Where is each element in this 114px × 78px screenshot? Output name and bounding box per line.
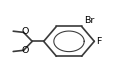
Text: Br: Br [83, 16, 93, 25]
Text: O: O [21, 27, 28, 37]
Text: F: F [96, 37, 101, 46]
Text: O: O [21, 46, 28, 55]
